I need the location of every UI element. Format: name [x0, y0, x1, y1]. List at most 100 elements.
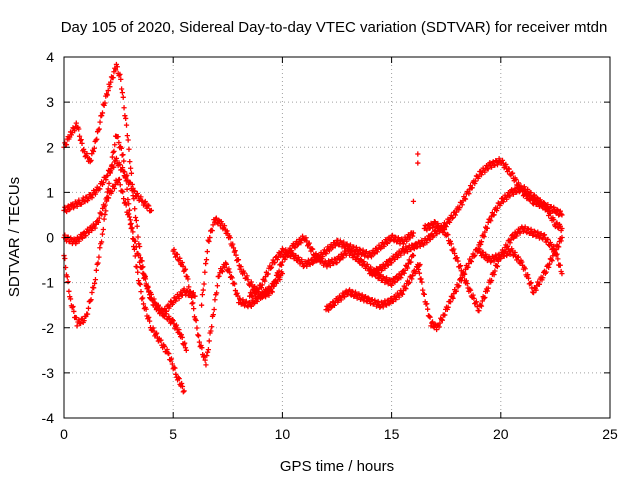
data-point: [279, 271, 285, 277]
data-point: [170, 318, 176, 324]
data-point: [273, 279, 279, 285]
data-point: [113, 155, 120, 161]
data-point: [62, 232, 68, 238]
data-point: [227, 235, 233, 241]
data-point: [352, 289, 359, 295]
data-point: [400, 241, 406, 247]
data-point: [115, 134, 121, 140]
data-point: [110, 149, 116, 156]
data-point: [172, 365, 178, 371]
data-point: [103, 208, 109, 214]
data-point: [94, 136, 100, 142]
data-point: [485, 285, 491, 291]
data-point: [551, 217, 557, 223]
data-point: [469, 185, 475, 191]
data-point: [292, 245, 298, 251]
data-point: [182, 345, 189, 351]
data-point: [84, 311, 91, 317]
data-point: [462, 196, 469, 202]
data-point: [381, 243, 387, 250]
data-point: [126, 214, 133, 220]
data-point: [91, 280, 98, 287]
series-arc-5: [170, 246, 285, 368]
data-point: [88, 297, 94, 303]
data-point: [101, 216, 107, 222]
data-point: [97, 245, 103, 251]
data-point: [179, 380, 185, 387]
data-point: [167, 357, 174, 363]
data-point: [458, 268, 464, 274]
data-point: [83, 233, 89, 239]
data-point: [235, 293, 241, 299]
data-point: [326, 307, 332, 313]
data-point: [481, 234, 487, 240]
data-point: [507, 193, 513, 199]
data-point: [136, 252, 142, 258]
data-point: [220, 226, 226, 232]
data-point: [478, 303, 485, 309]
data-point: [416, 263, 422, 269]
data-point: [206, 238, 212, 245]
data-point: [82, 199, 88, 205]
data-point: [137, 255, 144, 261]
data-point: [119, 86, 125, 92]
data-point: [128, 165, 134, 171]
data-point: [151, 328, 157, 334]
data-point: [430, 225, 436, 231]
data-point: [126, 211, 132, 217]
data-point: [488, 277, 495, 284]
data-point: [255, 289, 261, 295]
data-point: [150, 325, 156, 331]
data-point: [190, 290, 196, 296]
data-point: [506, 166, 512, 172]
series-arc-11: [421, 219, 565, 314]
data-point: [478, 241, 484, 248]
data-point: [557, 208, 563, 214]
data-point: [378, 244, 385, 250]
data-point: [294, 242, 301, 248]
data-point: [473, 178, 479, 184]
data-point: [424, 301, 430, 307]
data-point: [395, 235, 401, 241]
data-point: [63, 142, 70, 148]
data-point: [212, 297, 218, 303]
x-tick-label: 20: [493, 426, 509, 442]
data-point: [241, 270, 247, 276]
data-point: [164, 346, 170, 353]
data-point: [84, 150, 90, 157]
data-point: [443, 223, 449, 230]
data-point: [512, 249, 518, 256]
data-point: [390, 276, 396, 282]
data-point: [89, 195, 95, 201]
x-axis-label: GPS time / hours: [280, 458, 394, 475]
data-point: [233, 252, 239, 258]
data-point: [323, 251, 329, 257]
data-point: [122, 199, 128, 205]
data-point: [383, 237, 389, 243]
data-point: [155, 303, 161, 309]
data-point: [216, 273, 222, 279]
data-point: [80, 195, 86, 201]
data-point: [79, 140, 85, 146]
data-point: [310, 246, 316, 252]
data-point: [403, 244, 409, 250]
data-point: [238, 264, 244, 270]
data-point: [456, 283, 462, 289]
data-point: [274, 257, 280, 263]
data-point: [557, 262, 563, 268]
data-point: [119, 90, 126, 96]
data-point: [108, 79, 114, 85]
data-point: [491, 272, 497, 278]
data-point: [556, 244, 562, 250]
data-point: [91, 285, 97, 291]
data-point: [485, 166, 491, 172]
data-point: [467, 258, 474, 264]
data-point: [378, 273, 384, 279]
data-point: [121, 158, 127, 164]
data-point: [142, 198, 148, 205]
data-point: [482, 294, 488, 301]
data-point: [182, 340, 188, 346]
data-point: [530, 200, 536, 206]
data-point: [199, 345, 205, 351]
data-points: [61, 61, 565, 395]
